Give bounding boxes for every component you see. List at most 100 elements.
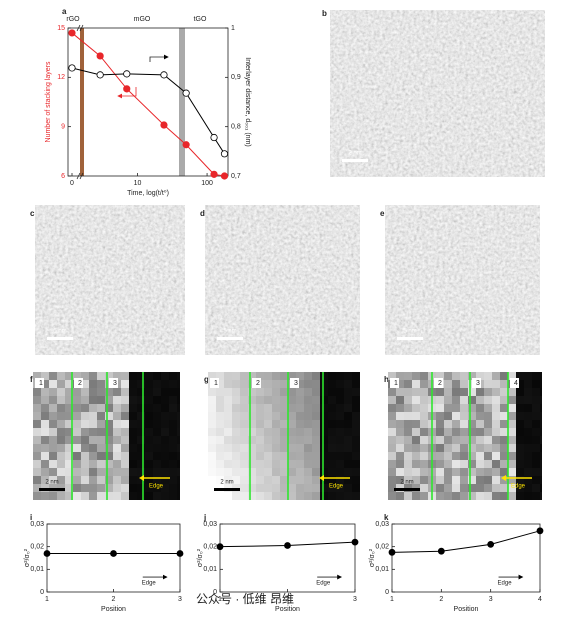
map-pixel: [312, 484, 320, 492]
map-pixel: [129, 388, 137, 396]
map-pixel: [328, 420, 336, 428]
map-pixel: [232, 452, 240, 460]
map-pixel: [412, 492, 420, 500]
region-label: 3: [113, 380, 117, 387]
map-pixel: [216, 388, 224, 396]
map-pixel: [320, 436, 328, 444]
map-pixel: [177, 476, 180, 484]
scale-bar: [342, 159, 368, 162]
map-pixel: [33, 452, 41, 460]
map-pixel: [216, 396, 224, 404]
map-pixel: [177, 444, 180, 452]
map-pixel: [89, 444, 97, 452]
map-pixel: [304, 436, 312, 444]
map-pixel: [121, 460, 129, 468]
map-pixel: [508, 492, 516, 500]
map-pixel: [65, 388, 73, 396]
map-pixel: [344, 476, 352, 484]
map-pixel: [169, 492, 177, 500]
map-pixel: [312, 468, 320, 476]
map-pixel: [121, 444, 129, 452]
map-pixel: [336, 404, 344, 412]
map-pixel: [33, 372, 41, 380]
map-pixel: [312, 452, 320, 460]
map-pixel: [524, 492, 532, 500]
map-pixel: [248, 460, 256, 468]
map-pixel: [137, 460, 145, 468]
map-pixel: [352, 396, 360, 404]
map-pixel: [129, 468, 137, 476]
map-pixel: [524, 404, 532, 412]
panel-letter: c: [30, 209, 35, 218]
map-pixel: [516, 492, 524, 500]
map-pixel: [404, 452, 412, 460]
micrograph: [330, 10, 545, 177]
map-pixel: [516, 412, 524, 420]
map-pixel: [256, 428, 264, 436]
map-pixel: [272, 428, 280, 436]
map-pixel: [105, 444, 113, 452]
map-pixel: [468, 404, 476, 412]
map-pixel: [272, 492, 280, 500]
y-tick-label: 0,01: [30, 566, 44, 573]
map-pixel: [224, 436, 232, 444]
map-pixel: [216, 420, 224, 428]
map-pixel: [444, 476, 452, 484]
map-pixel: [121, 468, 129, 476]
map-pixel: [105, 468, 113, 476]
edge-label: Edge: [149, 484, 164, 490]
map-pixel: [41, 492, 49, 500]
map-pixel: [336, 468, 344, 476]
y-tick-label: 0: [213, 589, 217, 596]
map-pixel: [73, 372, 81, 380]
map-pixel: [49, 428, 57, 436]
map-pixel: [57, 404, 65, 412]
map-pixel: [57, 476, 65, 484]
map-pixel: [312, 372, 320, 380]
map-pixel: [121, 412, 129, 420]
y-tick-label: 0,03: [30, 521, 44, 528]
map-pixel: [248, 444, 256, 452]
micrograph: [35, 205, 185, 355]
map-pixel: [232, 388, 240, 396]
map-pixel: [328, 468, 336, 476]
map-pixel: [73, 484, 81, 492]
region-label: 2: [256, 380, 260, 387]
data-point: [437, 547, 445, 555]
map-pixel: [105, 388, 113, 396]
map-pixel: [352, 452, 360, 460]
map-pixel: [208, 452, 216, 460]
map-pixel: [208, 388, 216, 396]
map-pixel: [420, 380, 428, 388]
map-pixel: [304, 388, 312, 396]
x-tick-label: 3: [489, 596, 493, 603]
rgo-band: [80, 28, 84, 176]
map-pixel: [352, 444, 360, 452]
map-pixel: [532, 404, 540, 412]
map-pixel: [328, 428, 336, 436]
map-pixel: [304, 372, 312, 380]
map-pixel: [161, 492, 169, 500]
scale-bar: [397, 337, 423, 340]
map-pixel: [256, 444, 264, 452]
map-pixel: [444, 396, 452, 404]
x-axis-label: Time, log(t/t⁰): [127, 189, 169, 197]
map-pixel: [264, 436, 272, 444]
map-pixel: [508, 396, 516, 404]
map-pixel: [177, 460, 180, 468]
map-pixel: [296, 372, 304, 380]
map-pixel: [137, 468, 145, 476]
map-pixel: [328, 372, 336, 380]
map-pixel: [73, 436, 81, 444]
y-tick-label: 15: [57, 25, 65, 32]
map-pixel: [81, 444, 89, 452]
map-pixel: [320, 428, 328, 436]
map-pixel: [137, 388, 145, 396]
map-pixel: [256, 460, 264, 468]
map-pixel: [352, 388, 360, 396]
map-pixel: [540, 468, 542, 476]
map-pixel: [452, 444, 460, 452]
plot-frame: [391, 523, 541, 593]
map-pixel: [153, 492, 161, 500]
map-pixel: [65, 372, 73, 380]
